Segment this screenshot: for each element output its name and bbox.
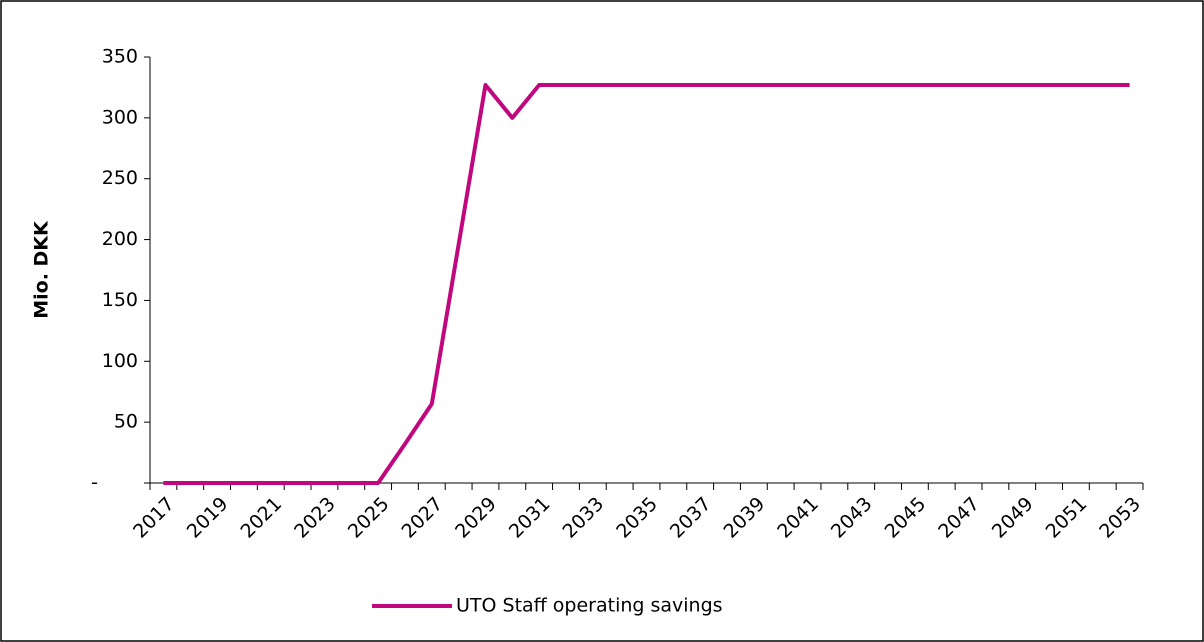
legend-label: UTO Staff operating savings	[456, 595, 723, 617]
y-tick-label: 300	[102, 106, 138, 128]
y-tick-label: 150	[102, 289, 138, 311]
y-tick-label: 250	[102, 167, 138, 189]
y-tick-label: 200	[102, 228, 138, 250]
y-tick-label: -	[91, 472, 98, 494]
y-tick-label: 350	[102, 46, 138, 68]
y-tick-label: 50	[114, 411, 138, 433]
series-line	[163, 82, 1130, 485]
y-axis-label: Mio. DKK	[31, 220, 53, 319]
y-tick-label: 100	[102, 350, 138, 372]
